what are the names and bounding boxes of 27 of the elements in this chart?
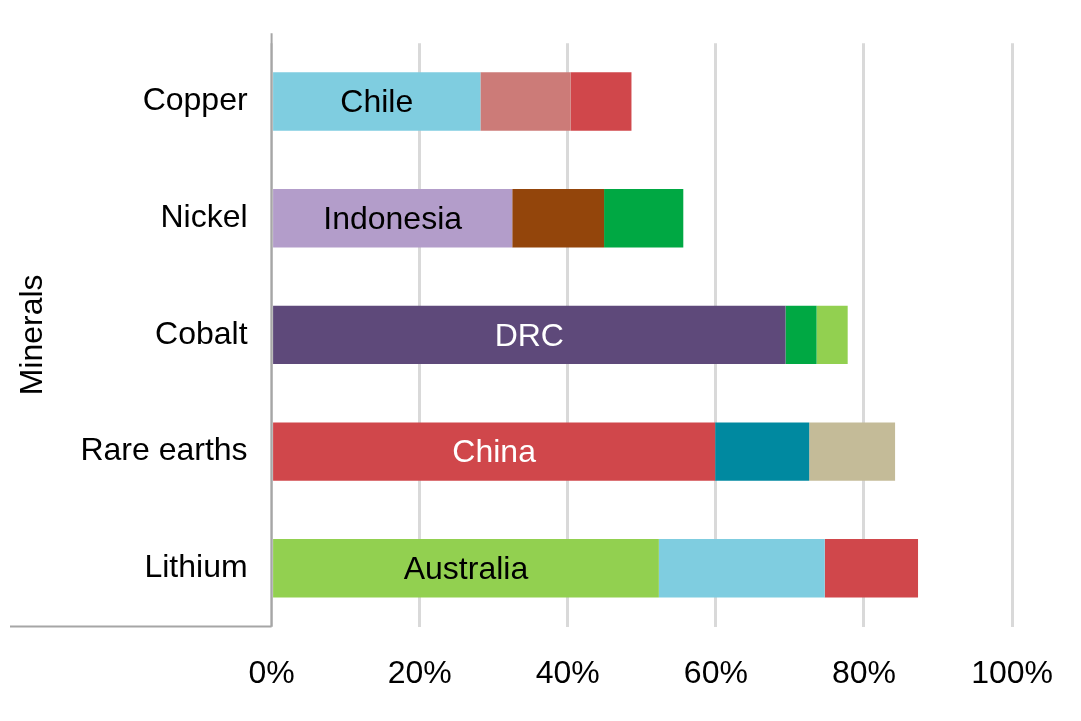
bar xyxy=(273,539,659,598)
y-tick-label: Rare earths xyxy=(80,431,248,468)
data-label: Indonesia xyxy=(323,200,463,237)
bar xyxy=(809,422,896,481)
bar xyxy=(480,72,571,131)
bar xyxy=(512,189,605,248)
y-axis-title: Minerals xyxy=(13,274,50,396)
bar xyxy=(273,305,786,365)
x-tick-label: 0% xyxy=(248,653,295,690)
y-tick-label: Nickel xyxy=(160,198,248,235)
x-tick-label: 20% xyxy=(387,653,452,690)
bar xyxy=(570,72,632,131)
x-tick-label: 60% xyxy=(683,653,748,690)
x-tick-label: 40% xyxy=(535,653,600,690)
y-tick-label: Copper xyxy=(142,81,248,118)
y-tick-label: Lithium xyxy=(144,548,248,585)
bar xyxy=(824,539,919,598)
bar xyxy=(273,189,513,248)
y-tick-label: Cobalt xyxy=(155,314,248,351)
bar xyxy=(785,305,817,365)
data-label: Chile xyxy=(340,83,414,120)
bar xyxy=(715,422,810,481)
x-tick-label: 100% xyxy=(971,653,1053,690)
data-label: China xyxy=(452,433,537,470)
x-tick-label: 80% xyxy=(831,653,896,690)
data-label: DRC xyxy=(494,316,564,353)
data-label: Australia xyxy=(403,550,529,587)
